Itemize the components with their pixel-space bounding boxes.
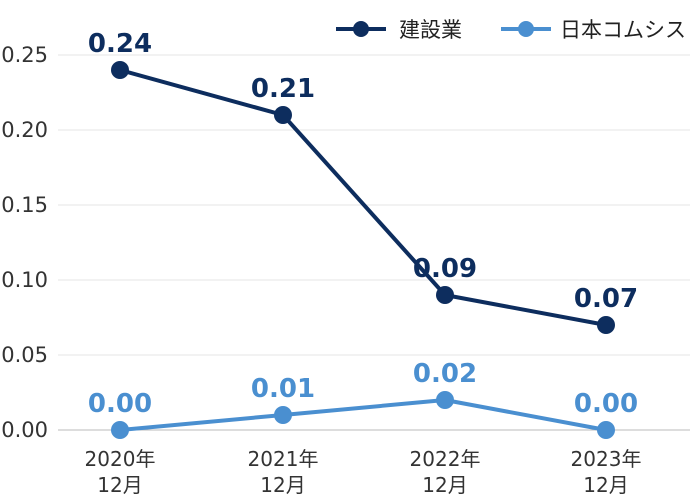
series-lines: 0.24 0.21 0.09 0.07 0.00 0.01 0.02 0.00: [88, 29, 638, 439]
y-tick-label: 0.25: [1, 43, 48, 67]
x-tick-label: 2022年: [410, 447, 481, 471]
x-tick-label: 12月: [422, 473, 467, 496]
y-tick-label: 0.15: [1, 193, 48, 217]
y-tick-label: 0.05: [1, 343, 48, 367]
legend-label: 日本コムシス: [560, 18, 686, 42]
data-point: [436, 391, 454, 409]
data-label: 0.09: [413, 254, 477, 284]
data-point: [111, 421, 129, 439]
series-1: 0.00 0.01 0.02 0.00: [88, 359, 638, 439]
y-tick-label: 0.00: [1, 418, 48, 442]
y-tick-label: 0.20: [1, 118, 48, 142]
y-axis-ticks: 0.00 0.05 0.10 0.15 0.20 0.25: [1, 43, 48, 442]
data-label: 0.07: [574, 284, 638, 314]
data-label: 0.24: [88, 29, 152, 59]
x-tick-label: 12月: [97, 473, 142, 496]
x-tick-label: 2020年: [85, 447, 156, 471]
x-tick-label: 2023年: [571, 447, 642, 471]
x-tick-label: 12月: [583, 473, 628, 496]
legend: 建設業 日本コムシス: [336, 18, 686, 42]
data-label: 0.21: [251, 74, 315, 104]
data-label: 0.02: [413, 359, 477, 389]
data-point: [597, 421, 615, 439]
legend-item: 建設業: [336, 18, 462, 42]
data-label: 0.01: [251, 374, 315, 404]
series-line: [119, 398, 607, 432]
series-0: 0.24 0.21 0.09 0.07: [88, 29, 638, 334]
x-tick-label: 2021年: [248, 447, 319, 471]
data-point: [274, 106, 292, 124]
data-point: [436, 286, 454, 304]
data-point: [597, 316, 615, 334]
legend-marker: [518, 21, 534, 37]
y-tick-label: 0.10: [1, 268, 48, 292]
x-tick-label: 12月: [260, 473, 305, 496]
legend-label: 建設業: [399, 18, 462, 42]
data-label: 0.00: [574, 389, 638, 419]
grid-lines: [58, 54, 690, 431]
data-label: 0.00: [88, 389, 152, 419]
data-point: [111, 61, 129, 79]
legend-item: 日本コムシス: [501, 18, 686, 42]
data-point: [274, 406, 292, 424]
series-line: [119, 68, 607, 327]
legend-marker: [353, 21, 369, 37]
